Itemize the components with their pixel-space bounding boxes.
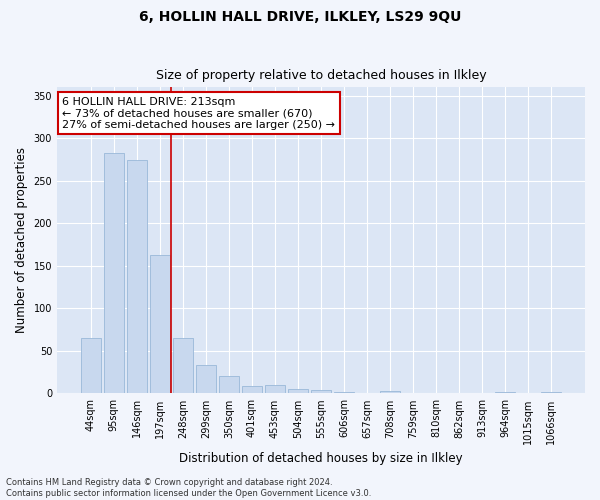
Bar — [380, 391, 400, 394]
Bar — [173, 338, 193, 394]
X-axis label: Distribution of detached houses by size in Ilkley: Distribution of detached houses by size … — [179, 452, 463, 465]
Bar — [449, 392, 469, 394]
Bar — [81, 338, 101, 394]
Bar — [334, 392, 354, 394]
Bar — [541, 392, 561, 394]
Text: 6, HOLLIN HALL DRIVE, ILKLEY, LS29 9QU: 6, HOLLIN HALL DRIVE, ILKLEY, LS29 9QU — [139, 10, 461, 24]
Title: Size of property relative to detached houses in Ilkley: Size of property relative to detached ho… — [156, 69, 487, 82]
Y-axis label: Number of detached properties: Number of detached properties — [15, 148, 28, 334]
Bar — [496, 392, 515, 394]
Bar — [196, 366, 216, 394]
Bar — [104, 153, 124, 394]
Bar — [150, 255, 170, 394]
Bar — [311, 390, 331, 394]
Text: 6 HOLLIN HALL DRIVE: 213sqm
← 73% of detached houses are smaller (670)
27% of se: 6 HOLLIN HALL DRIVE: 213sqm ← 73% of det… — [62, 96, 335, 130]
Bar — [265, 385, 285, 394]
Bar — [242, 386, 262, 394]
Bar — [288, 389, 308, 394]
Text: Contains HM Land Registry data © Crown copyright and database right 2024.
Contai: Contains HM Land Registry data © Crown c… — [6, 478, 371, 498]
Bar — [127, 160, 146, 394]
Bar — [219, 376, 239, 394]
